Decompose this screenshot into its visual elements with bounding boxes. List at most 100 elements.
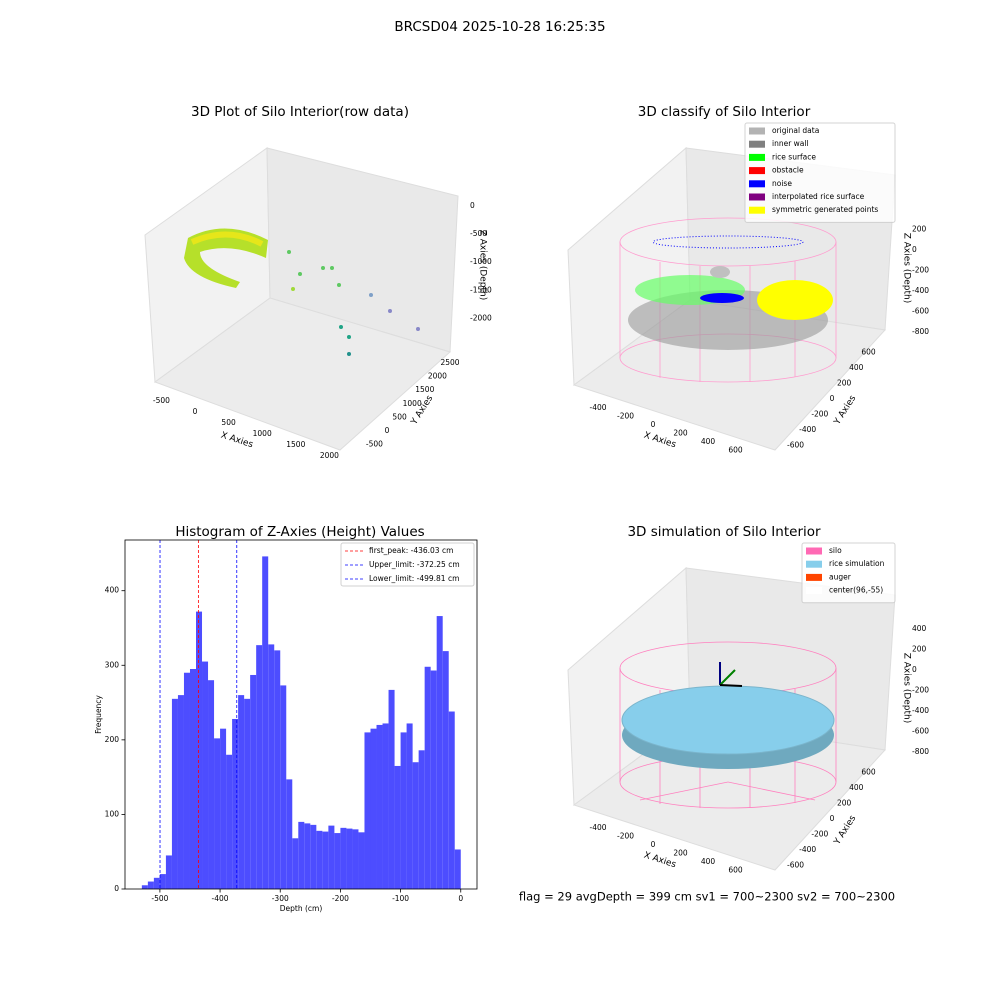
z-tick-label: 400	[912, 624, 927, 633]
x-tick-label: -300	[272, 894, 289, 903]
z-tick-label: -400	[912, 286, 929, 295]
legend-swatch	[749, 153, 765, 161]
y-tick-label: -600	[787, 861, 804, 870]
bar	[352, 829, 359, 889]
legend-swatch	[749, 127, 765, 135]
x-tick-label: -200	[617, 832, 634, 841]
bar	[418, 750, 425, 889]
bar	[250, 674, 257, 889]
z-tick-label: -200	[912, 266, 929, 275]
x-tick-label: -200	[332, 894, 349, 903]
bar	[226, 754, 233, 889]
legend-swatch	[749, 140, 765, 148]
plot-title: Histogram of Z-Axies (Height) Values	[175, 524, 424, 540]
bar	[256, 645, 263, 889]
legend-box	[744, 122, 896, 223]
legend-swatch	[749, 193, 765, 201]
legend-box	[340, 542, 475, 587]
legend-label: rice simulation	[829, 559, 885, 568]
bar	[382, 723, 389, 889]
bar	[322, 831, 329, 889]
y-tick-label: 400	[849, 783, 864, 792]
y-tick-label: -600	[787, 441, 804, 450]
z-tick-label: 0	[912, 245, 917, 254]
z-tick-label: -500	[470, 229, 487, 238]
x-tick-label: 200	[673, 849, 688, 858]
x-tick-label: 0	[458, 894, 463, 903]
x-axis-label: Depth (cm)	[280, 904, 323, 913]
bar	[364, 732, 371, 889]
legend-swatch	[806, 547, 822, 555]
plot-title: 3D simulation of Silo Interior	[627, 524, 821, 540]
legend-label: rice surface	[772, 152, 816, 161]
legend-label: auger	[829, 572, 852, 581]
bar	[202, 661, 209, 889]
y-axis-label: Y Axies	[832, 394, 858, 428]
z-tick-label: 200	[912, 225, 927, 234]
legend-swatch	[806, 573, 822, 581]
z-tick-label: -400	[912, 706, 929, 715]
legend-swatch	[749, 206, 765, 214]
legend-label: first_peak: -436.03 cm	[369, 546, 453, 555]
z-tick-label: -800	[912, 327, 929, 336]
bar	[370, 728, 377, 889]
bar	[292, 838, 299, 889]
bar	[328, 825, 335, 889]
plot-title: 3D Plot of Silo Interior(row data)	[191, 104, 409, 120]
legend-label: obstacle	[772, 166, 804, 175]
bar	[448, 711, 455, 889]
x-tick-label: -500	[151, 894, 168, 903]
y-tick-label: 0	[830, 394, 835, 403]
panes	[144, 147, 459, 451]
legend-swatch	[806, 587, 822, 595]
y-tick-label: 1000	[403, 399, 422, 408]
bar	[304, 823, 311, 889]
bar	[388, 689, 395, 889]
x-tick-label: -500	[153, 396, 170, 405]
legend-box	[801, 542, 896, 604]
y-tick-label: -400	[799, 425, 816, 434]
bar	[153, 877, 160, 889]
legend-label: Lower_limit: -499.81 cm	[369, 574, 459, 583]
bar	[232, 718, 239, 889]
y-tick-label: 500	[392, 412, 407, 421]
legend-label: original data	[772, 126, 819, 135]
legend-label: silo	[829, 546, 842, 555]
bar	[141, 885, 148, 889]
bar	[268, 644, 275, 889]
status-text: flag = 29 avgDepth = 399 cm sv1 = 700~23…	[519, 890, 895, 904]
bar	[165, 855, 172, 889]
plot-frame	[124, 539, 478, 890]
y-tick-label: -400	[799, 845, 816, 854]
x-tick-label: -100	[392, 894, 409, 903]
x-axis-label: X Axies	[219, 431, 254, 451]
z-axis-label: Z Axies (Depth)	[902, 233, 912, 304]
bar	[286, 779, 293, 889]
z-tick-label: -200	[912, 686, 929, 695]
z-axis-label: Z Axies (Depth)	[478, 230, 488, 301]
x-tick-label: 400	[701, 437, 716, 446]
bar	[159, 874, 166, 889]
z-tick-label: -1000	[470, 257, 492, 266]
y-tick-label: -200	[811, 410, 828, 419]
x-tick-label: 0	[651, 840, 656, 849]
z-tick-label: 0	[912, 665, 917, 674]
figure-title: BRCSD04 2025-10-28 16:25:35	[394, 19, 605, 35]
z-tick-label: -2000	[470, 313, 492, 322]
rice-surface	[621, 662, 835, 769]
bar	[316, 830, 323, 889]
legend-label: center(96,-55)	[829, 586, 883, 595]
y-axis-label: Y Axies	[832, 814, 858, 848]
y-tick-label: 2500	[440, 358, 459, 367]
x-tick-label: -400	[212, 894, 229, 903]
legend-label: interpolated rice surface	[772, 192, 865, 201]
point-cloud	[628, 235, 833, 350]
bar	[454, 849, 461, 889]
bar	[412, 762, 419, 889]
y-tick-label: 0	[385, 426, 390, 435]
y-tick-label: -500	[366, 440, 383, 449]
x-tick-label: 600	[728, 866, 743, 875]
x-tick-label: 200	[673, 429, 688, 438]
y-tick-label: 200	[837, 799, 852, 808]
